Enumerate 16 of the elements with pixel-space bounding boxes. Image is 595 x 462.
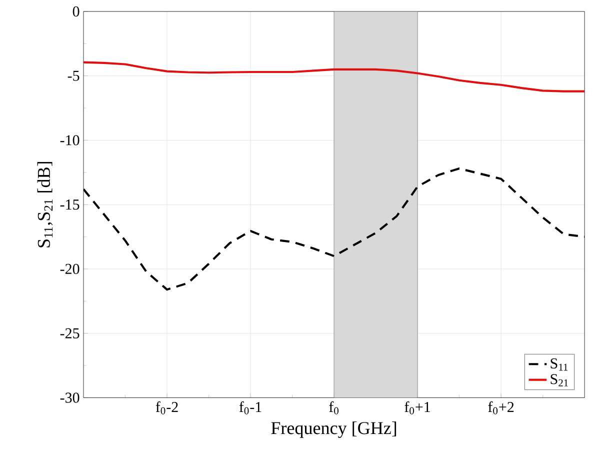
legend-label: S$_{11}$ — [550, 358, 568, 370]
x-tick-label: f$_{0}$-1 — [239, 401, 262, 414]
y-tick-label: -15 — [60, 199, 80, 210]
x-tick-label: f$_{0}$+1 — [404, 401, 430, 414]
y-tick-label: 0 — [72, 6, 80, 16]
legend-label: S$_{21}$ — [550, 374, 568, 386]
y-tick-label: -20 — [60, 264, 80, 274]
x-tick-label: f$_{0}$-2 — [156, 401, 178, 414]
y-tick-label: -5 — [68, 70, 80, 81]
y-tick-label: -10 — [60, 134, 80, 146]
x-tick-label: f$_{0}$+2 — [488, 401, 514, 414]
x-axis-title: Frequency [GHz] — [271, 421, 396, 438]
y-axis-title: S$_{11}$,S$_{21}$ [dB] — [37, 162, 53, 248]
y-tick-label: -25 — [60, 328, 80, 338]
x-tick-label: f$_{0}$ — [329, 401, 338, 414]
y-tick-label: -30 — [60, 392, 80, 403]
